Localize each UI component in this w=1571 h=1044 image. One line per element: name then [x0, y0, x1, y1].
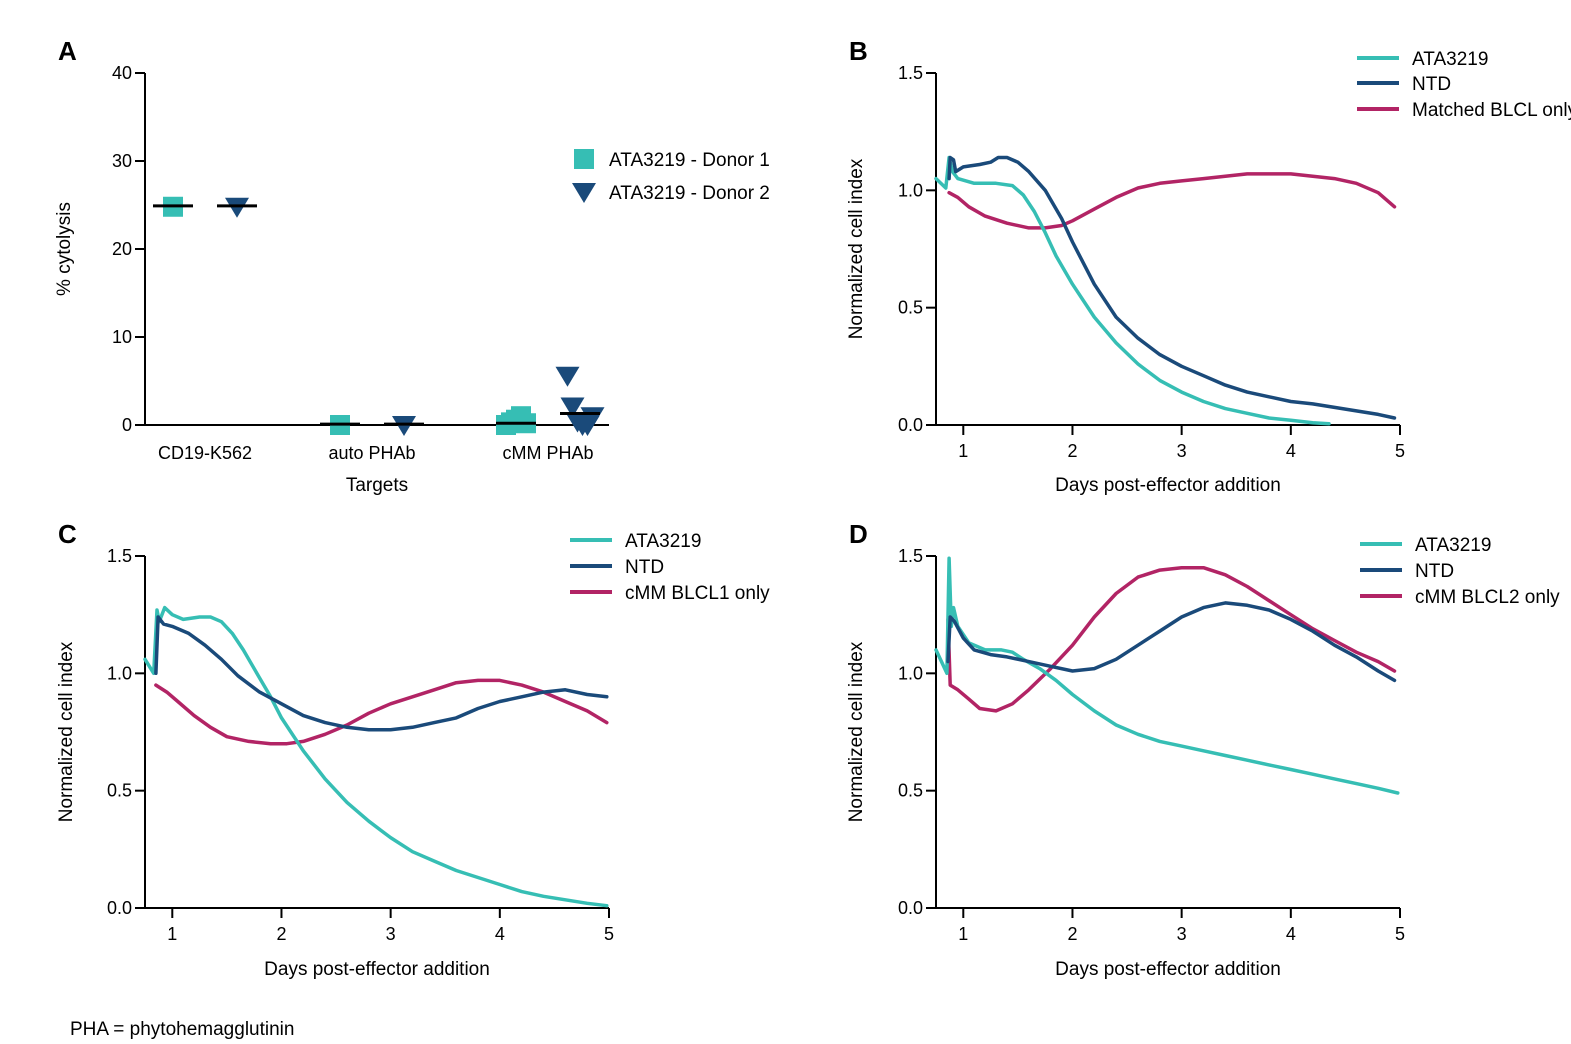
y-tick-label: 10 [112, 327, 132, 347]
series-line-cmm-blcl1-only [154, 678, 609, 746]
panel-D: 0.0 0.5 1.0 1.5 Normalized cell index Days po… [846, 519, 1560, 980]
x-tick-label: 2 [276, 924, 286, 944]
y-tick-label: 1.5 [898, 546, 923, 566]
y-tick-label: 1.5 [898, 63, 923, 83]
x-tick-label: 5 [1395, 441, 1405, 461]
legend-label: NTD [1412, 74, 1451, 95]
legend-label: cMM BLCL2 only [1415, 587, 1560, 608]
x-tick-label: 4 [1286, 441, 1296, 461]
x-tick-label: CD19-K562 [158, 443, 252, 463]
legend-label: ATA3219 [1412, 49, 1488, 70]
y-tick-label: 1.0 [898, 180, 923, 200]
legend-label: ATA3219 [625, 531, 701, 552]
y-axis-label: Normalized cell index [56, 641, 77, 822]
y-tick-label: 0.5 [107, 781, 132, 801]
legend-label: ATA3219 [1415, 535, 1491, 556]
x-axis-label: Days post-effector addition [264, 959, 490, 980]
series-line-ntd [946, 601, 1397, 683]
series-line-cmm-blcl2-only [946, 565, 1397, 713]
data-point [572, 183, 596, 203]
legend-label: ATA3219 - Donor 1 [609, 150, 770, 171]
data-point [574, 149, 594, 169]
series-line-ntd [154, 615, 609, 732]
data-point [560, 397, 585, 418]
footnote: PHA = phytohemagglutinin [70, 1019, 295, 1040]
x-tick-label: 1 [167, 924, 177, 944]
x-axis-label: Targets [346, 475, 408, 496]
panel-B: 0.0 0.5 1.0 1.5 Normalized cell index Days po… [846, 36, 1571, 496]
x-tick-label: auto PHAb [328, 443, 415, 463]
legend-label: ATA3219 - Donor 2 [609, 183, 770, 204]
y-tick-label: 1.5 [107, 546, 132, 566]
data-point [555, 366, 580, 387]
x-axis-label: Days post-effector addition [1055, 959, 1281, 980]
x-tick-label: 5 [604, 924, 614, 944]
data-point [225, 197, 249, 218]
y-tick-label: 0.0 [898, 898, 923, 918]
y-tick-label: 0.5 [898, 298, 923, 318]
legend-label: Matched BLCL only [1412, 100, 1571, 121]
x-tick-label: 1 [958, 924, 968, 944]
legend-label: NTD [625, 557, 664, 578]
x-tick-label: 4 [495, 924, 505, 944]
x-tick-label: 4 [1286, 924, 1296, 944]
y-tick-label: 40 [112, 63, 132, 83]
x-tick-label: 2 [1067, 441, 1077, 461]
series-line-ata3219 [143, 605, 609, 908]
x-tick-label: 3 [386, 924, 396, 944]
panel-letter: D [849, 519, 868, 549]
series-line-ntd [947, 155, 1397, 420]
y-tick-label: 1.0 [107, 663, 132, 683]
y-tick-label: 0.0 [898, 415, 923, 435]
y-tick-label: 0.5 [898, 781, 923, 801]
y-tick-label: 20 [112, 239, 132, 259]
y-tick-label: 30 [112, 151, 132, 171]
y-tick-label: 0 [122, 415, 132, 435]
panel-letter: A [58, 36, 77, 66]
legend-label: NTD [1415, 561, 1454, 582]
panel-letter: C [58, 519, 77, 549]
panel-letter: B [849, 36, 868, 66]
x-tick-label: 3 [1177, 924, 1187, 944]
x-tick-label: 3 [1177, 441, 1187, 461]
x-tick-label: 5 [1395, 924, 1405, 944]
x-tick-label: 1 [958, 441, 968, 461]
x-tick-label: cMM PHAb [502, 443, 593, 463]
series-line-ata3219 [934, 556, 1400, 795]
data-point [392, 416, 416, 436]
y-tick-label: 1.0 [898, 663, 923, 683]
y-axis-label: Normalized cell index [846, 641, 867, 822]
series-line-ata3219 [934, 155, 1331, 426]
x-axis-label: Days post-effector addition [1055, 475, 1281, 496]
panel-C: 0.0 0.5 1.0 1.5 Normalized cell index Days po… [56, 519, 770, 980]
legend-label: cMM BLCL1 only [625, 583, 770, 604]
x-tick-label: 2 [1067, 924, 1077, 944]
y-axis-label: Normalized cell index [846, 158, 867, 339]
panel-A: 0 10 20 30 40 % cytolysis Targets A CD19-K562 aut… [54, 36, 770, 496]
y-tick-label: 0.0 [107, 898, 132, 918]
series-line-matched-blcl-only [947, 172, 1397, 230]
y-axis-label: % cytolysis [54, 202, 75, 296]
